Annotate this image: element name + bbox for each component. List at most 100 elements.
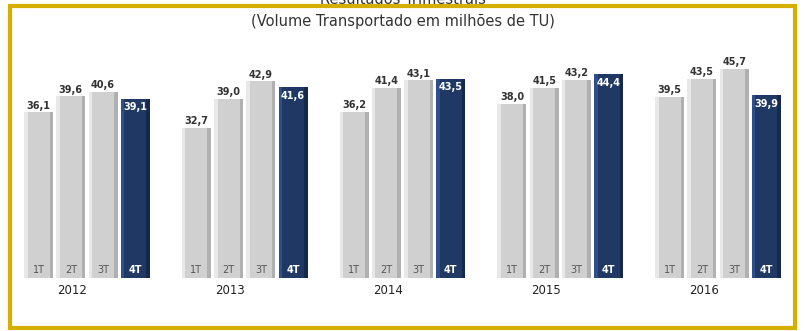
- Bar: [597, 74, 620, 278]
- Text: 2015: 2015: [531, 284, 560, 298]
- Bar: [272, 81, 275, 278]
- Text: 41,6: 41,6: [281, 91, 305, 101]
- Bar: [440, 78, 462, 278]
- Text: 2T: 2T: [222, 265, 235, 275]
- Bar: [279, 87, 282, 278]
- Title: Resultados Trimestrais
(Volume Transportado em milhões de TU): Resultados Trimestrais (Volume Transport…: [250, 0, 555, 29]
- Bar: [398, 88, 401, 278]
- Bar: [745, 69, 749, 278]
- Bar: [375, 88, 398, 278]
- Bar: [340, 112, 343, 278]
- Text: 44,4: 44,4: [597, 78, 621, 88]
- Text: 43,2: 43,2: [564, 68, 588, 78]
- Text: 36,1: 36,1: [27, 101, 51, 111]
- Text: 4T: 4T: [602, 265, 615, 275]
- Bar: [24, 113, 27, 278]
- Bar: [407, 80, 430, 278]
- Text: 41,5: 41,5: [532, 76, 556, 86]
- Text: 43,1: 43,1: [407, 69, 431, 78]
- Bar: [497, 104, 501, 278]
- Text: 2016: 2016: [688, 284, 719, 298]
- Text: 2T: 2T: [380, 265, 393, 275]
- Text: 43,5: 43,5: [690, 67, 714, 77]
- Bar: [404, 80, 407, 278]
- Bar: [655, 97, 658, 278]
- Text: 43,5: 43,5: [439, 82, 463, 92]
- Bar: [282, 87, 304, 278]
- Text: 3T: 3T: [97, 265, 109, 275]
- Bar: [246, 81, 250, 278]
- Bar: [240, 99, 243, 278]
- Text: 3T: 3T: [255, 265, 266, 275]
- Bar: [208, 128, 211, 278]
- Bar: [436, 78, 440, 278]
- Bar: [124, 99, 147, 278]
- Bar: [182, 128, 185, 278]
- Bar: [658, 97, 681, 278]
- Text: 2T: 2T: [64, 265, 77, 275]
- Text: 2013: 2013: [216, 284, 245, 298]
- Bar: [755, 95, 778, 278]
- Text: 42,9: 42,9: [249, 70, 273, 79]
- Text: 4T: 4T: [287, 265, 299, 275]
- Text: 2014: 2014: [373, 284, 403, 298]
- Bar: [720, 69, 723, 278]
- Text: 4T: 4T: [760, 265, 773, 275]
- Bar: [56, 96, 60, 278]
- Bar: [523, 104, 526, 278]
- Text: 38,0: 38,0: [500, 92, 524, 102]
- Text: 3T: 3T: [571, 265, 582, 275]
- Bar: [92, 92, 114, 278]
- Bar: [304, 87, 308, 278]
- Text: 1T: 1T: [191, 265, 202, 275]
- Text: 39,0: 39,0: [217, 87, 241, 97]
- Bar: [121, 99, 124, 278]
- Text: 39,1: 39,1: [123, 102, 147, 113]
- Bar: [50, 113, 53, 278]
- Bar: [713, 78, 716, 278]
- Text: 1T: 1T: [33, 265, 44, 275]
- Bar: [562, 80, 565, 278]
- Text: 4T: 4T: [129, 265, 142, 275]
- Text: 32,7: 32,7: [184, 116, 208, 126]
- Bar: [565, 80, 588, 278]
- Bar: [214, 99, 217, 278]
- Bar: [681, 97, 684, 278]
- Bar: [723, 69, 745, 278]
- Bar: [372, 88, 375, 278]
- Bar: [501, 104, 523, 278]
- Bar: [687, 78, 691, 278]
- Text: 1T: 1T: [349, 265, 360, 275]
- Text: 2T: 2T: [538, 265, 551, 275]
- Text: 3T: 3T: [413, 265, 424, 275]
- Text: 1T: 1T: [506, 265, 518, 275]
- Bar: [343, 112, 365, 278]
- Bar: [530, 88, 533, 278]
- Text: 39,6: 39,6: [59, 85, 83, 95]
- Bar: [114, 92, 118, 278]
- Bar: [147, 99, 150, 278]
- Bar: [365, 112, 369, 278]
- Bar: [250, 81, 272, 278]
- Text: 2T: 2T: [696, 265, 708, 275]
- Bar: [89, 92, 92, 278]
- Bar: [752, 95, 755, 278]
- Bar: [185, 128, 208, 278]
- Text: 1T: 1T: [664, 265, 675, 275]
- Text: 4T: 4T: [444, 265, 457, 275]
- Bar: [27, 113, 50, 278]
- Bar: [555, 88, 559, 278]
- Text: 39,5: 39,5: [658, 85, 682, 95]
- Bar: [60, 96, 82, 278]
- Bar: [217, 99, 240, 278]
- Bar: [620, 74, 623, 278]
- Bar: [594, 74, 597, 278]
- Bar: [691, 78, 713, 278]
- Text: 3T: 3T: [729, 265, 740, 275]
- Text: 41,4: 41,4: [374, 76, 398, 86]
- Bar: [533, 88, 555, 278]
- Bar: [430, 80, 433, 278]
- Text: 45,7: 45,7: [722, 57, 746, 67]
- Text: 39,9: 39,9: [754, 99, 778, 109]
- Bar: [778, 95, 781, 278]
